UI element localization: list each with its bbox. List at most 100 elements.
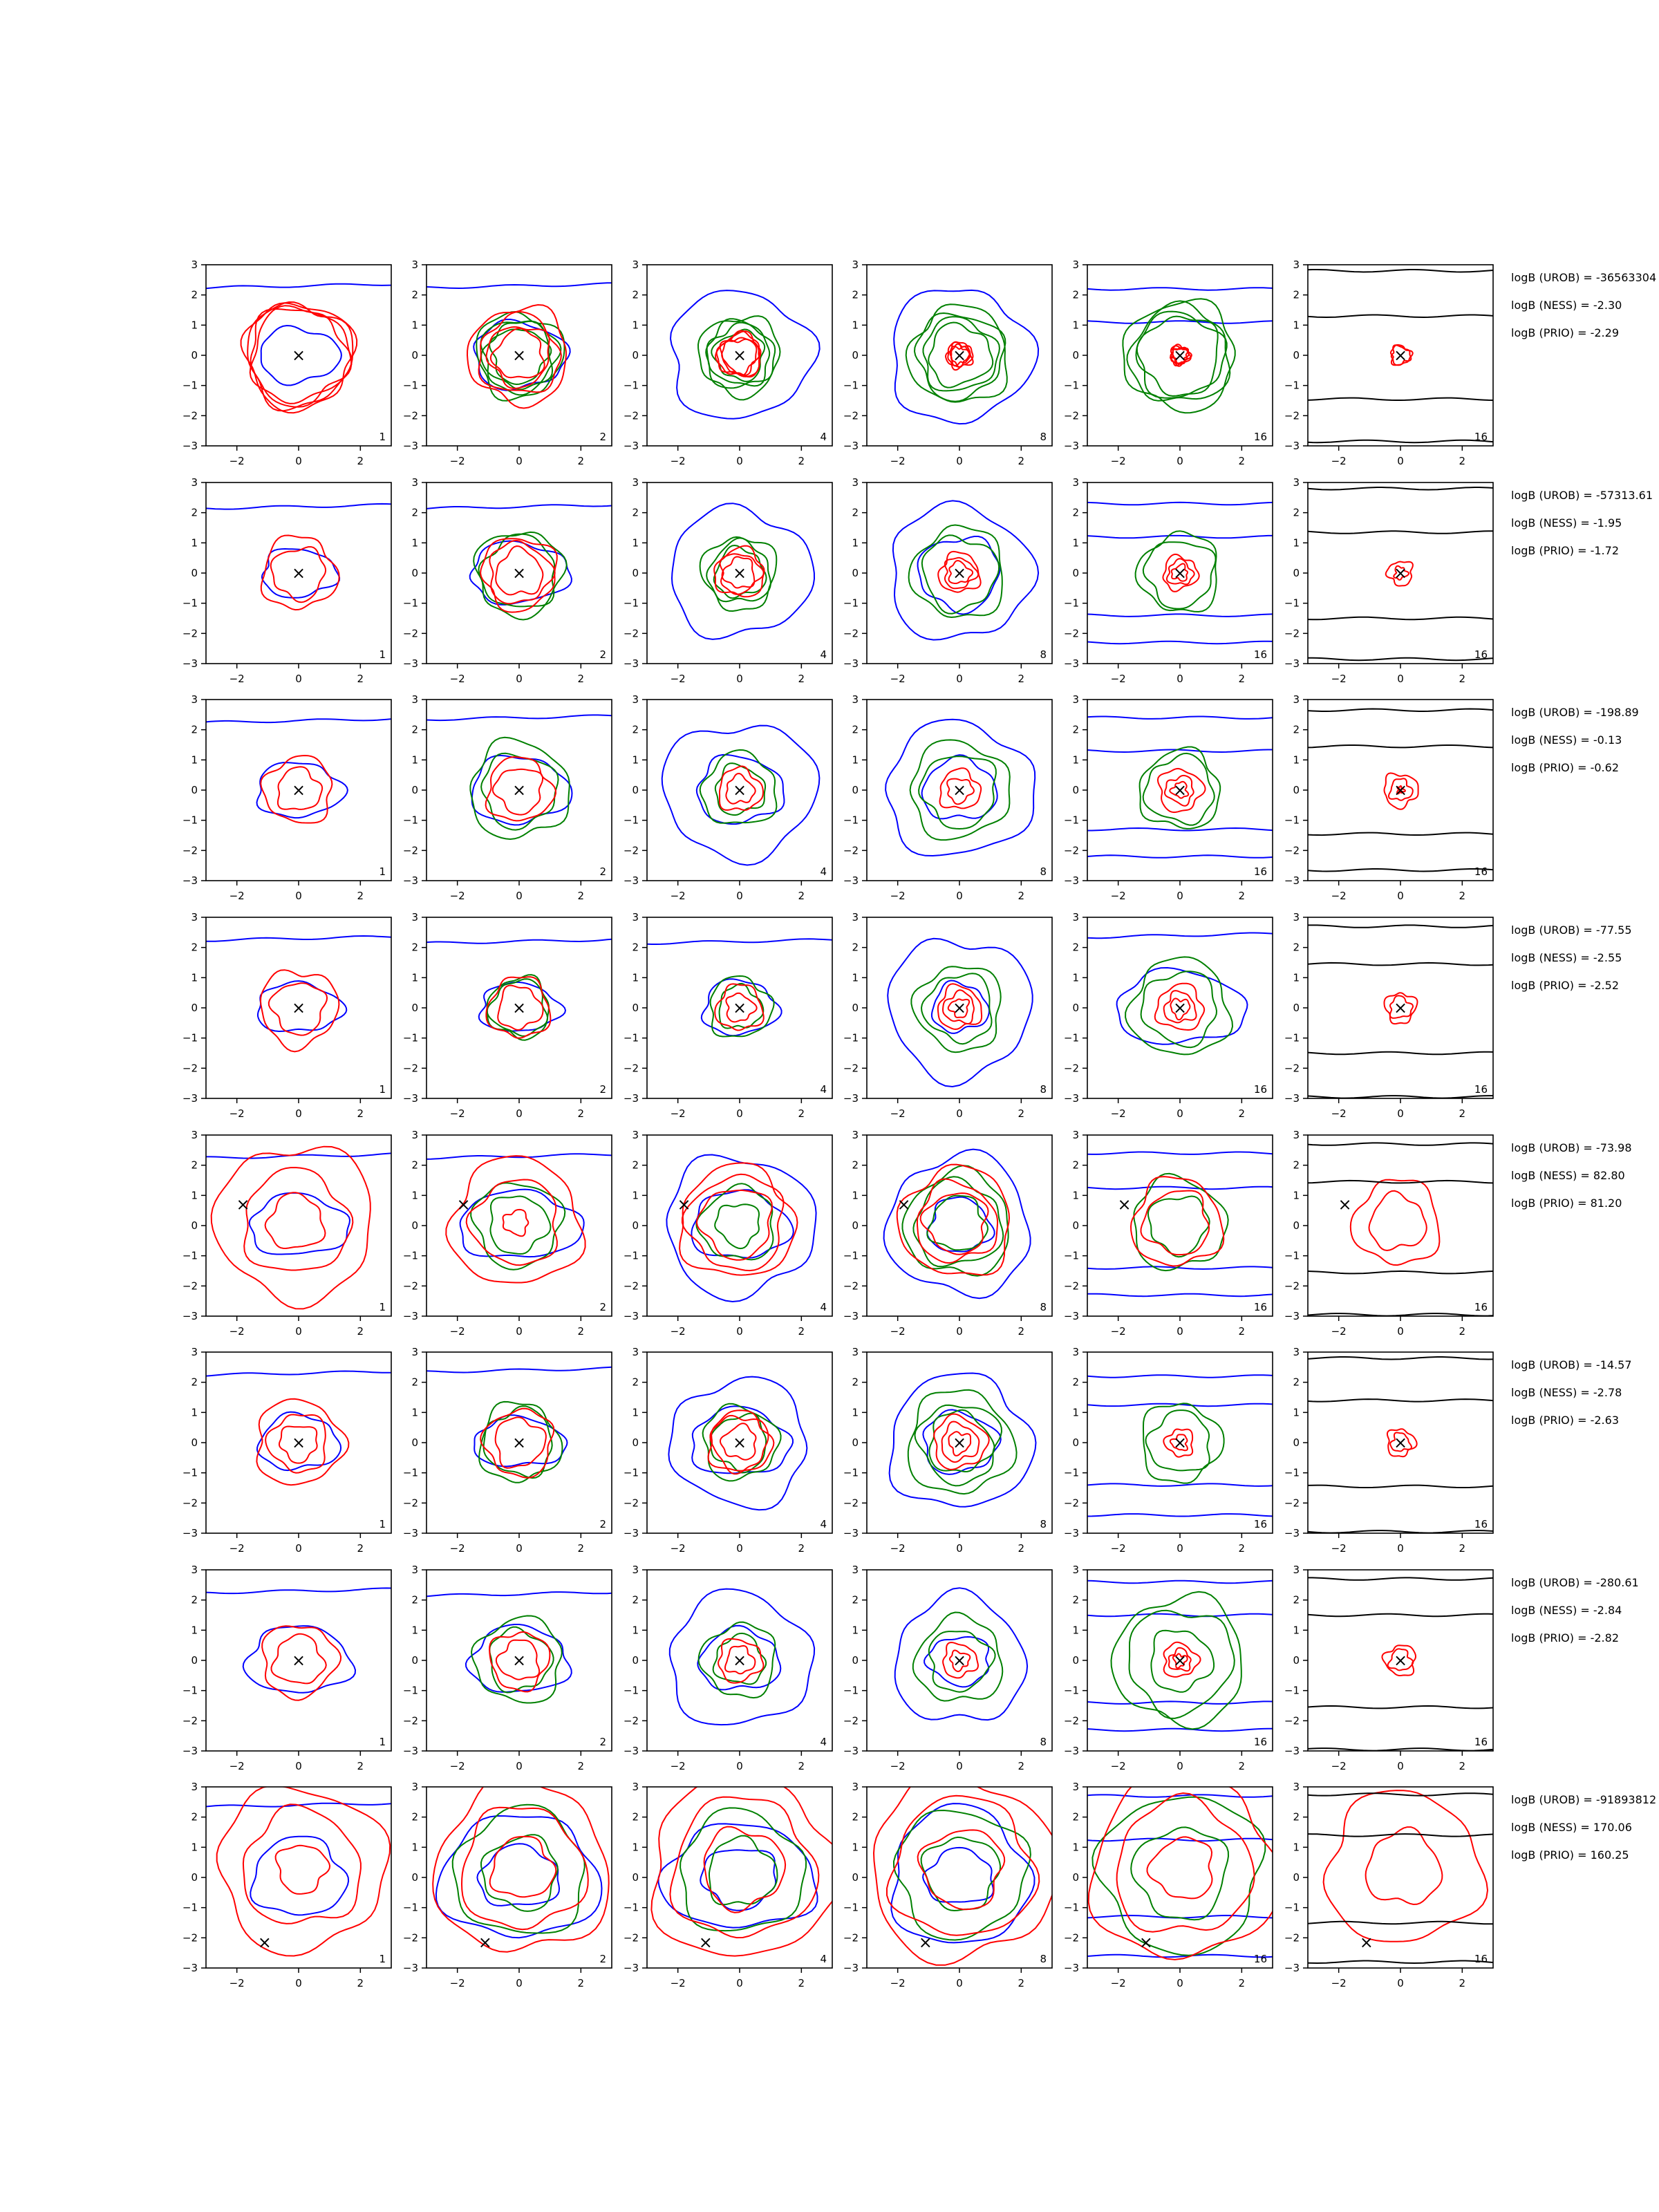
green-contour [489, 328, 552, 386]
marker: × [292, 346, 306, 365]
blue-contour [885, 718, 1036, 857]
y-tick-label: −3 [403, 657, 418, 670]
x-tick-label: 0 [516, 890, 523, 902]
y-tick-label: 1 [191, 319, 198, 331]
red-contour [1322, 1790, 1489, 1942]
x-tick-label: −2 [1331, 1760, 1347, 1772]
y-tick-label: 0 [632, 349, 639, 362]
black-line [1308, 832, 1493, 836]
red-contour [1389, 1432, 1412, 1452]
y-tick-label: 2 [191, 507, 198, 519]
x-tick-label: 0 [956, 1977, 963, 1989]
blue-line [427, 504, 612, 509]
blue-contour [242, 1625, 357, 1694]
contour-panel: × −2 0 2 −3 −2 −1 0 1 2 3 2 [403, 1781, 612, 1989]
y-tick-label: 1 [632, 1189, 639, 1201]
x-tick-label: 0 [295, 1542, 302, 1555]
contour-panel: × −2 0 2 −3 −2 −1 0 1 2 3 2 [403, 1564, 612, 1772]
marker: × [733, 1433, 747, 1452]
marker: × [953, 1651, 966, 1670]
red-contour [489, 1631, 551, 1693]
x-tick-label: 2 [1239, 1542, 1246, 1555]
y-tick-label: −2 [1284, 1931, 1300, 1944]
red-contour [278, 1425, 318, 1464]
y-tick-label: −3 [843, 657, 859, 670]
y-tick-label: 1 [1072, 971, 1079, 984]
y-tick-label: −1 [843, 1685, 859, 1697]
blue-line [1087, 1580, 1273, 1584]
red-contour [243, 1166, 354, 1271]
y-tick-label: 0 [411, 1871, 418, 1884]
x-tick-label: −2 [890, 1977, 906, 1989]
green-contour [1133, 1172, 1229, 1272]
y-tick-label: 3 [852, 259, 859, 271]
y-tick-label: 2 [1293, 941, 1300, 954]
y-tick-label: 3 [632, 259, 639, 271]
y-tick-label: 3 [411, 1781, 418, 1793]
y-tick-label: 2 [852, 1594, 859, 1606]
blue-line [1087, 932, 1273, 939]
x-tick-label: −2 [890, 455, 906, 467]
y-tick-label: 3 [411, 1129, 418, 1141]
red-contour [1368, 1190, 1427, 1252]
y-tick-label: 0 [191, 567, 198, 579]
y-tick-label: 1 [1293, 1624, 1300, 1636]
x-tick-label: −2 [1111, 1325, 1126, 1338]
y-tick-label: −1 [182, 1467, 198, 1479]
green-contour [909, 739, 1011, 841]
red-contour [941, 1421, 980, 1463]
y-tick-label: −3 [1284, 1962, 1300, 1974]
panel-label: 16 [1254, 431, 1267, 443]
red-contour [265, 1414, 326, 1474]
contour-panel: × −2 0 2 −3 −2 −1 0 1 2 3 16 [1284, 693, 1494, 902]
y-tick-label: −1 [1064, 597, 1079, 610]
blue-contour [435, 1815, 603, 1939]
contour-panel: × −2 0 2 −3 −2 −1 0 1 2 3 4 [624, 911, 833, 1120]
y-tick-label: −1 [1284, 814, 1300, 827]
y-tick-label: 1 [852, 753, 859, 766]
y-tick-label: 3 [1072, 1781, 1079, 1793]
y-tick-label: 3 [852, 476, 859, 489]
y-tick-label: −1 [1284, 1467, 1300, 1479]
y-tick-label: 2 [1072, 1594, 1079, 1606]
x-tick-label: 0 [516, 1760, 523, 1772]
green-contour [1147, 1195, 1210, 1258]
blue-contour [260, 324, 342, 386]
x-tick-label: 0 [1397, 1325, 1404, 1338]
x-tick-label: −2 [1111, 1542, 1126, 1555]
y-tick-label: 1 [191, 536, 198, 549]
red-contour [948, 1649, 971, 1673]
panel-label: 4 [820, 865, 827, 878]
y-tick-label: −1 [1284, 379, 1300, 392]
x-tick-label: 2 [1459, 1107, 1466, 1120]
y-tick-label: −1 [624, 1902, 639, 1914]
y-tick-label: 0 [411, 1436, 418, 1449]
y-tick-label: 3 [632, 1346, 639, 1358]
y-tick-label: −2 [403, 1931, 418, 1944]
x-tick-label: 0 [295, 673, 302, 685]
y-tick-label: −2 [843, 1497, 859, 1509]
red-contour [947, 341, 974, 371]
red-contour [1168, 1647, 1192, 1672]
red-contour [1162, 553, 1200, 592]
y-tick-label: 1 [632, 1406, 639, 1418]
blue-line [1087, 1483, 1273, 1487]
x-tick-label: 0 [736, 890, 743, 902]
y-tick-label: −2 [182, 1931, 198, 1944]
y-tick-label: 2 [411, 724, 418, 736]
x-tick-label: −2 [1331, 673, 1347, 685]
x-tick-label: 2 [357, 1542, 364, 1555]
panel-label: 16 [1254, 1518, 1267, 1530]
y-tick-label: 3 [632, 476, 639, 489]
red-contour [948, 560, 974, 584]
green-contour [697, 1621, 776, 1699]
marker: × [1173, 780, 1187, 800]
y-tick-label: −2 [182, 1497, 198, 1509]
y-tick-label: 1 [852, 1406, 859, 1418]
y-tick-label: −3 [843, 1527, 859, 1539]
black-line [1308, 1705, 1493, 1709]
green-contour [714, 1203, 760, 1250]
x-tick-label: 0 [956, 673, 963, 685]
y-tick-label: −3 [1064, 1745, 1079, 1757]
panel-label: 8 [1040, 1953, 1047, 1965]
